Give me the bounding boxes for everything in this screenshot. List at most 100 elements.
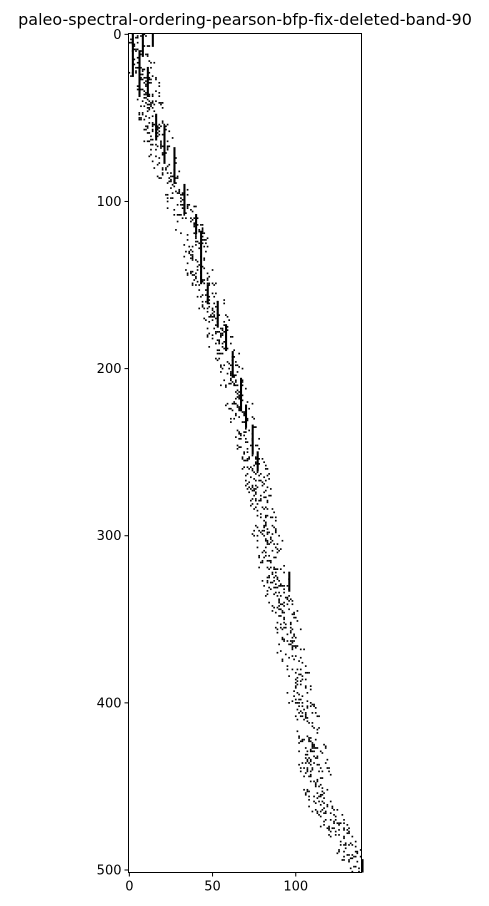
heatmap-cell: [206, 336, 209, 338]
heatmap-cell: [190, 220, 192, 223]
heatmap-cell: [146, 132, 149, 134]
heatmap-cell: [319, 810, 322, 813]
heatmap-cell: [336, 822, 339, 825]
heatmap-cell: [258, 447, 260, 450]
heatmap-cell: [308, 757, 310, 759]
heatmap-cell: [254, 456, 257, 459]
heatmap-cell: [304, 793, 307, 796]
heatmap-cell: [323, 743, 325, 746]
heatmap-cell: [314, 707, 317, 709]
x-tick-label: 50: [204, 880, 221, 895]
heatmap-cell: [158, 130, 161, 133]
heatmap-cell: [359, 849, 362, 851]
heatmap-cell: [190, 272, 192, 275]
heatmap-cell: [200, 224, 202, 226]
heatmap-cell: [329, 800, 332, 803]
heatmap-cell: [276, 578, 279, 581]
heatmap-cell: [211, 334, 214, 337]
heatmap-cell: [283, 638, 285, 641]
heatmap-cell: [304, 762, 307, 764]
heatmap-cell: [313, 745, 315, 748]
heatmap-cell: [293, 616, 295, 619]
heatmap-cell: [328, 770, 330, 773]
heatmap-cell: [146, 110, 149, 113]
heatmap-cell: [235, 412, 237, 415]
heatmap-cell: [274, 611, 277, 614]
heatmap-cell: [288, 656, 290, 659]
heatmap-cell: [243, 453, 245, 455]
heatmap-cell: [213, 302, 216, 305]
heatmap-cell: [278, 615, 280, 617]
heatmap-cell: [181, 192, 184, 194]
heatmap-solid-run: [216, 300, 219, 328]
heatmap-cell: [220, 366, 222, 368]
heatmap-cell: [316, 797, 319, 799]
heatmap-cell: [316, 792, 319, 794]
heatmap-cell: [298, 705, 300, 708]
heatmap-cell: [233, 356, 236, 358]
heatmap-cell: [140, 118, 142, 121]
heatmap-cell: [206, 279, 209, 281]
heatmap-cell: [299, 680, 302, 682]
heatmap-cell: [160, 147, 162, 149]
heatmap-cell: [309, 685, 312, 687]
heatmap-cell: [298, 750, 300, 753]
heatmap-cell: [213, 315, 216, 318]
heatmap-cell: [326, 805, 329, 808]
heatmap-cell: [213, 284, 216, 286]
heatmap-cell: [308, 805, 310, 808]
heatmap-cell: [318, 715, 320, 718]
heatmap-cell: [286, 585, 289, 587]
heatmap-cell: [190, 257, 192, 260]
heatmap-cell: [180, 203, 182, 206]
heatmap-cell: [299, 668, 302, 671]
heatmap-cell: [201, 279, 204, 281]
heatmap-cell: [198, 242, 201, 245]
heatmap-cell: [140, 73, 142, 76]
heatmap-cell: [268, 575, 270, 577]
heatmap-cell: [274, 556, 277, 559]
heatmap-cell: [243, 434, 245, 437]
heatmap-cell: [251, 469, 254, 472]
heatmap-cell: [271, 581, 274, 584]
heatmap-cell: [218, 314, 221, 316]
heatmap-cell: [151, 123, 154, 126]
heatmap-cell: [175, 162, 177, 164]
heatmap-cell: [143, 76, 146, 79]
heatmap-cell: [298, 698, 300, 701]
heatmap-cell: [165, 167, 167, 169]
heatmap-cell: [343, 819, 345, 821]
heatmap-cell: [195, 244, 197, 246]
heatmap-cell: [268, 531, 270, 534]
heatmap-cell: [216, 330, 219, 333]
heatmap-cell: [294, 678, 297, 681]
heatmap-cell: [344, 842, 347, 845]
heatmap-cell: [246, 459, 249, 462]
heatmap-cell: [236, 444, 239, 447]
heatmap-cell: [276, 606, 279, 609]
heatmap-cell: [148, 76, 151, 79]
heatmap-cell: [313, 755, 315, 758]
heatmap-cell: [311, 767, 314, 769]
heatmap-cell: [170, 180, 172, 183]
heatmap-solid-run: [206, 284, 209, 305]
heatmap-cell: [203, 245, 206, 248]
heatmap-cell: [286, 668, 289, 671]
heatmap-cell: [306, 770, 309, 773]
heatmap-cell: [223, 364, 226, 367]
heatmap-cell: [308, 740, 310, 743]
heatmap-cell: [238, 407, 241, 410]
heatmap-solid-run: [231, 351, 234, 378]
heatmap-cell: [249, 499, 252, 502]
heatmap-cell: [230, 377, 232, 380]
heatmap-cell: [178, 192, 181, 194]
heatmap-cell: [235, 364, 237, 367]
heatmap-cell: [281, 658, 284, 661]
heatmap-cell: [241, 384, 244, 387]
heatmap-cell: [220, 364, 222, 367]
heatmap-cell: [236, 447, 239, 450]
heatmap-cell: [221, 327, 224, 330]
heatmap-cell: [153, 103, 156, 106]
heatmap-cell: [241, 399, 244, 402]
heatmap-cell: [259, 499, 262, 502]
